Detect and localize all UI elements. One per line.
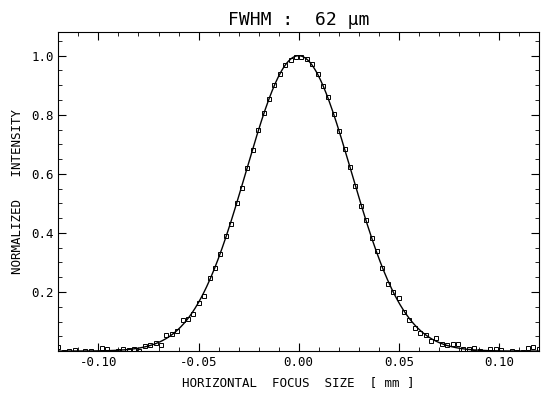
- Y-axis label: NORMALIZED   INTENSITY: NORMALIZED INTENSITY: [11, 109, 24, 274]
- X-axis label: HORIZONTAL  FOCUS  SIZE  [ mm ]: HORIZONTAL FOCUS SIZE [ mm ]: [183, 376, 415, 389]
- Title: FWHM :  62 μm: FWHM : 62 μm: [228, 11, 370, 29]
